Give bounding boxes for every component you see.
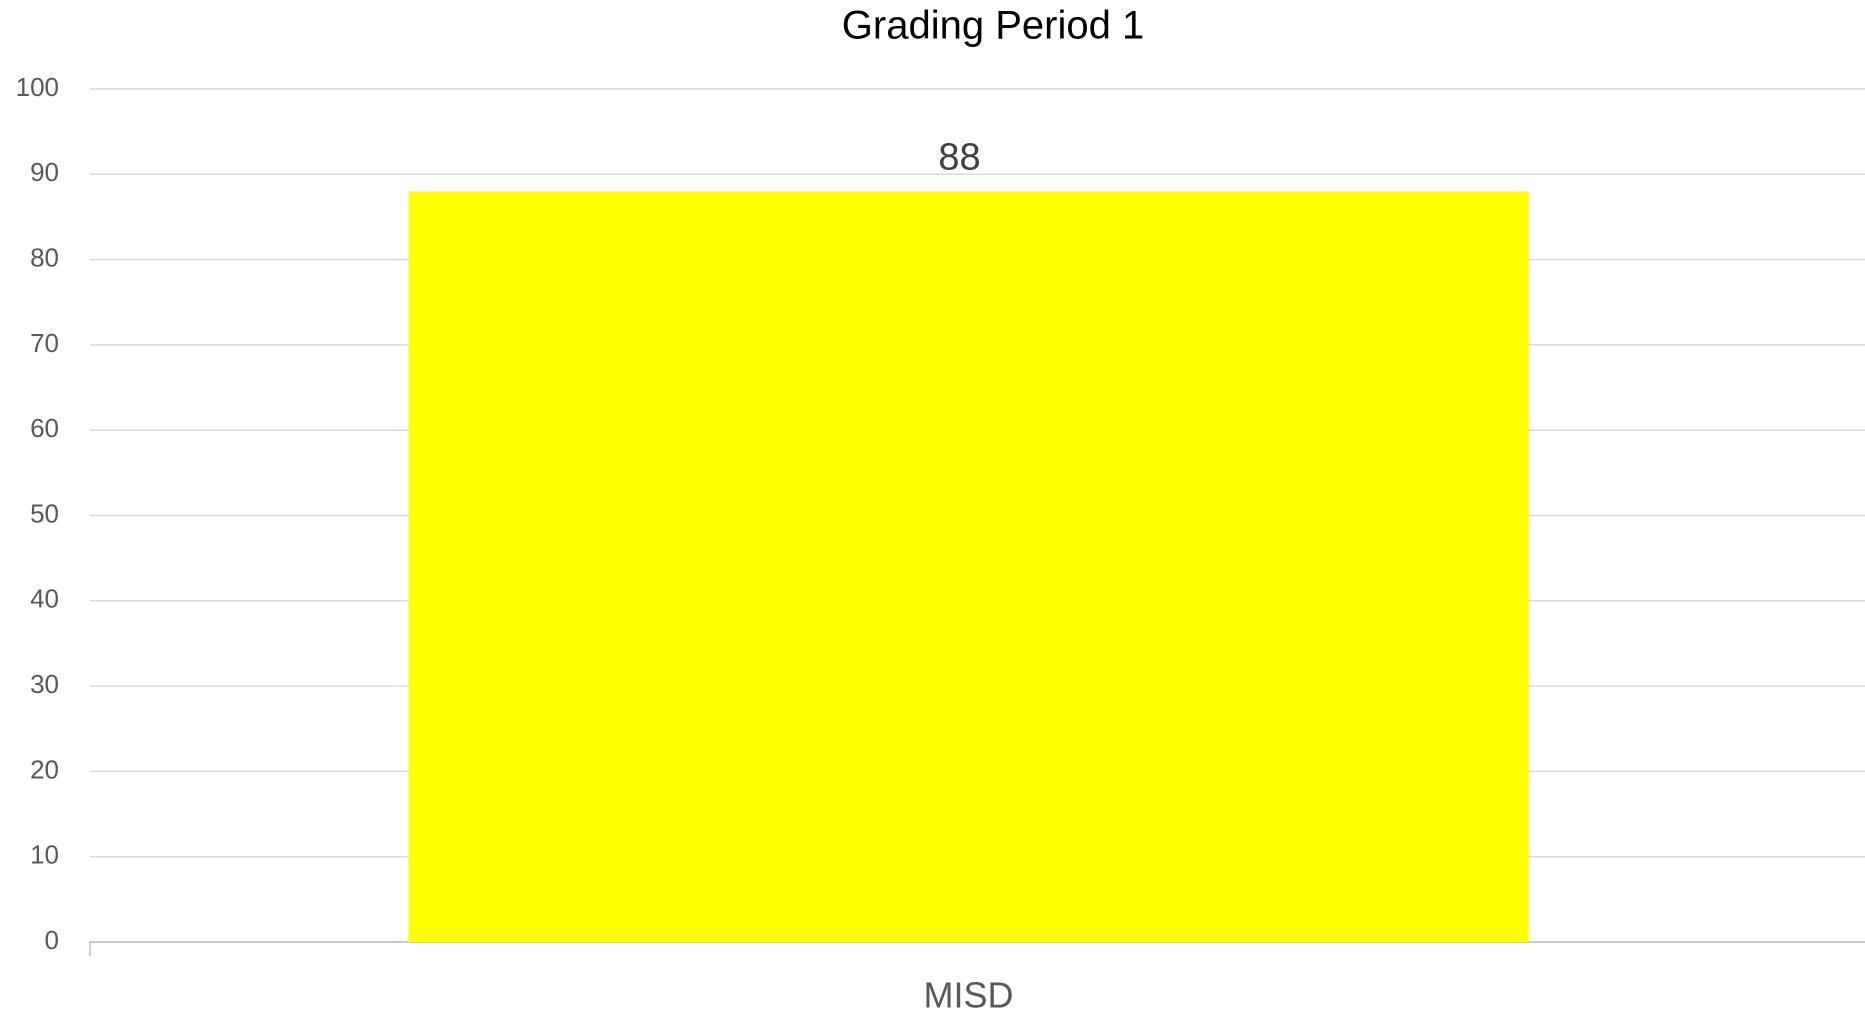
y-tick-label: 50: [30, 498, 59, 528]
y-tick-label: 10: [30, 840, 59, 870]
x-tick-label: MISD: [924, 975, 1014, 1016]
y-tick-label: 60: [30, 413, 59, 443]
y-tick-label: 0: [45, 925, 59, 955]
y-tick-label: 90: [30, 157, 59, 187]
y-tick-label: 80: [30, 242, 59, 272]
chart-title: Grading Period 1: [842, 4, 1144, 48]
data-label: 88: [938, 136, 980, 178]
y-tick-label: 40: [30, 584, 59, 614]
y-tick-label: 30: [30, 669, 59, 699]
y-tick-label: 70: [30, 328, 59, 358]
bar: [408, 191, 1529, 943]
y-tick-label: 100: [16, 72, 59, 102]
y-tick-label: 20: [30, 754, 59, 784]
